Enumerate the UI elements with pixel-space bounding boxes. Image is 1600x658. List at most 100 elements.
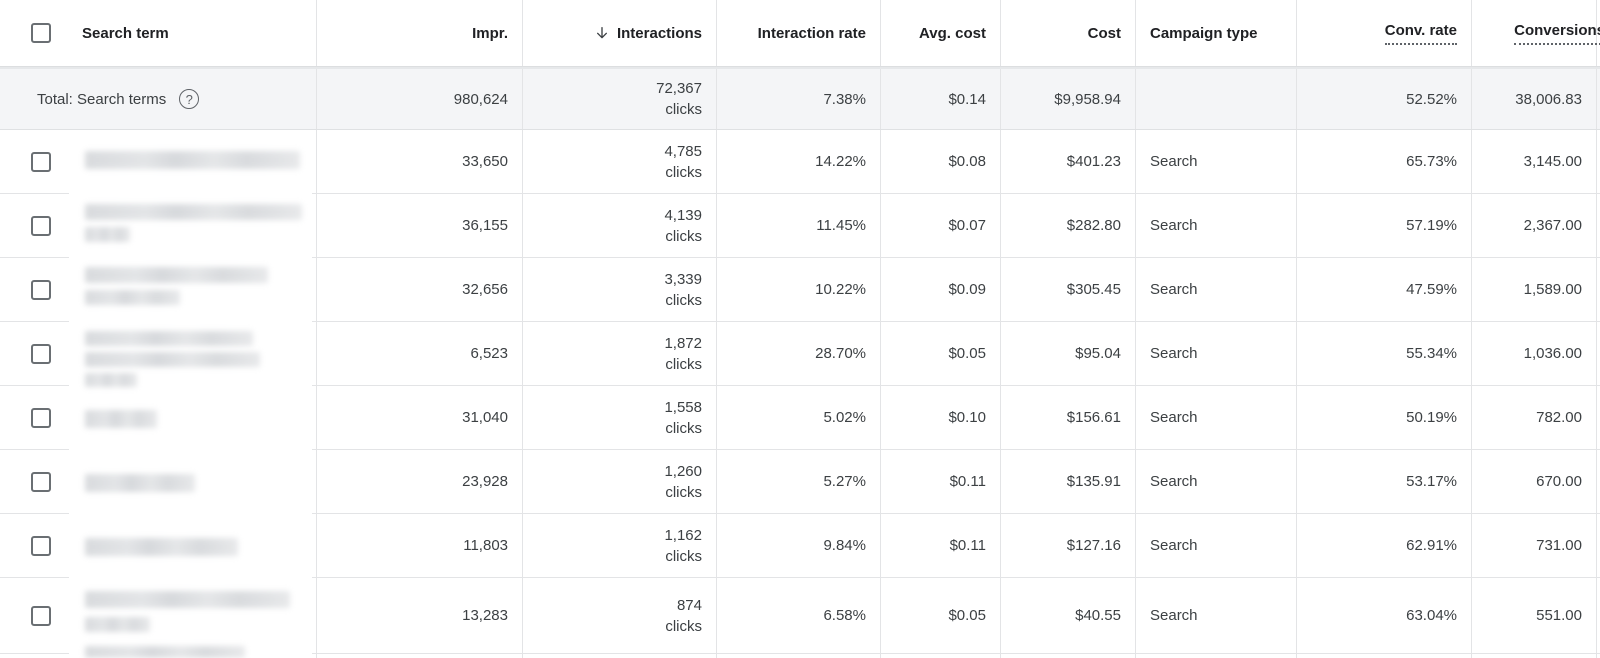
cell-search-term	[0, 130, 317, 193]
cell-interaction-rate: 5.27%	[717, 450, 881, 513]
question-mark-icon[interactable]: ?	[179, 89, 200, 109]
cell-conv-rate	[1297, 654, 1472, 658]
row-checkbox[interactable]	[31, 605, 51, 626]
row-checkbox[interactable]	[31, 407, 51, 428]
redacted-search-term	[85, 538, 238, 556]
cell-avg-cost	[881, 654, 1001, 658]
cell-interactions: 3,339 clicks	[523, 258, 717, 321]
cell-avg-cost: $0.08	[881, 130, 1001, 193]
cell-conversions: 2,367.00	[1472, 194, 1597, 257]
cell-search-term	[0, 450, 317, 513]
redacted-search-term	[85, 617, 150, 632]
cell-cost: $135.91	[1001, 450, 1136, 513]
cell-interaction-rate: 6.58%	[717, 578, 881, 653]
cell-impressions: 23,928	[317, 450, 523, 513]
cell-conv-rate: 57.19%	[1297, 194, 1472, 257]
cell-search-term	[0, 578, 317, 653]
cell-conversions: 731.00	[1472, 514, 1597, 577]
cell-total-interaction-rate: 7.38%	[717, 69, 881, 129]
cell-interaction-rate: 14.22%	[717, 130, 881, 193]
cell-total-conversions: 38,006.83	[1472, 69, 1597, 129]
cell-cost: $156.61	[1001, 386, 1136, 449]
cell-interaction-rate: 10.22%	[717, 258, 881, 321]
cell-total-campaign-type	[1136, 69, 1297, 129]
cell-conversions: 670.00	[1472, 450, 1597, 513]
cell-impressions: 36,155	[317, 194, 523, 257]
cell-interactions: 1,260 clicks	[523, 450, 717, 513]
column-header-campaign-type[interactable]: Campaign type	[1136, 0, 1297, 66]
cell-total-impressions: 980,624	[317, 69, 523, 129]
cell-interactions: 1,872 clicks	[523, 322, 717, 385]
redacted-search-term	[85, 267, 268, 283]
redacted-search-term	[85, 410, 157, 428]
cell-impressions: 6,523	[317, 322, 523, 385]
cell-interactions: 1,162 clicks	[523, 514, 717, 577]
redacted-search-terms-band	[69, 130, 312, 658]
column-header-conversions[interactable]: Conversions	[1472, 0, 1600, 66]
redacted-search-term	[85, 646, 245, 658]
column-header-avg-cost[interactable]: Avg. cost	[881, 0, 1001, 66]
cell-search-term	[0, 386, 317, 449]
cell-conv-rate: 53.17%	[1297, 450, 1472, 513]
cell-campaign-type: Search	[1136, 130, 1297, 193]
redacted-search-term	[85, 591, 290, 608]
cell-cost: $305.45	[1001, 258, 1136, 321]
cell-cost: $282.80	[1001, 194, 1136, 257]
cell-conv-rate: 50.19%	[1297, 386, 1472, 449]
row-checkbox[interactable]	[31, 343, 51, 364]
cell-conversions: 551.00	[1472, 578, 1597, 653]
cell-conversions: 1,589.00	[1472, 258, 1597, 321]
cell-cost: $40.55	[1001, 578, 1136, 653]
row-checkbox[interactable]	[31, 535, 51, 556]
redacted-search-term	[85, 352, 260, 367]
sort-descending-icon	[594, 25, 610, 41]
cell-cost	[1001, 654, 1136, 658]
cell-search-term	[0, 514, 317, 577]
cell-conv-rate: 62.91%	[1297, 514, 1472, 577]
cell-campaign-type: Search	[1136, 578, 1297, 653]
cell-conv-rate: 65.73%	[1297, 130, 1472, 193]
cell-avg-cost: $0.09	[881, 258, 1001, 321]
cell-campaign-type	[1136, 654, 1297, 658]
column-header-interactions[interactable]: Interactions	[523, 0, 717, 66]
cell-total-cost: $9,958.94	[1001, 69, 1136, 129]
cell-campaign-type: Search	[1136, 194, 1297, 257]
cell-interactions: 4,785 clicks	[523, 130, 717, 193]
cell-total-conv-rate: 52.52%	[1297, 69, 1472, 129]
cell-total-avg-cost: $0.14	[881, 69, 1001, 129]
column-header-search-term[interactable]: Search term	[0, 0, 317, 66]
cell-avg-cost: $0.10	[881, 386, 1001, 449]
column-header-interaction-rate[interactable]: Interaction rate	[717, 0, 881, 66]
cell-search-term	[0, 194, 317, 257]
cell-interaction-rate: 5.02%	[717, 386, 881, 449]
select-all-checkbox[interactable]	[31, 23, 51, 43]
total-row: Total: Search terms ? 980,624 72,367 cli…	[0, 67, 1600, 130]
cell-interaction-rate: 11.45%	[717, 194, 881, 257]
cell-avg-cost: $0.11	[881, 450, 1001, 513]
table-header: Search term Impr. Interactions Interacti…	[0, 0, 1600, 67]
cell-search-term	[0, 654, 317, 658]
column-header-impressions[interactable]: Impr.	[317, 0, 523, 66]
cell-avg-cost: $0.11	[881, 514, 1001, 577]
cell-conv-rate: 63.04%	[1297, 578, 1472, 653]
cell-avg-cost: $0.05	[881, 578, 1001, 653]
cell-total-interactions: 72,367 clicks	[523, 69, 717, 129]
row-checkbox[interactable]	[31, 279, 51, 300]
row-checkbox[interactable]	[31, 215, 51, 236]
cell-interaction-rate	[717, 654, 881, 658]
cell-campaign-type: Search	[1136, 322, 1297, 385]
row-checkbox[interactable]	[31, 151, 51, 172]
cell-cost: $401.23	[1001, 130, 1136, 193]
row-checkbox[interactable]	[31, 471, 51, 492]
redacted-search-term	[85, 204, 302, 220]
cell-conversions: 782.00	[1472, 386, 1597, 449]
column-header-conv-rate[interactable]: Conv. rate	[1297, 0, 1472, 66]
cell-avg-cost: $0.07	[881, 194, 1001, 257]
column-header-cost[interactable]: Cost	[1001, 0, 1136, 66]
cell-avg-cost: $0.05	[881, 322, 1001, 385]
cell-search-term	[0, 322, 317, 385]
cell-interactions	[523, 654, 717, 658]
redacted-search-term	[85, 227, 130, 242]
redacted-search-term	[85, 474, 195, 492]
cell-campaign-type: Search	[1136, 514, 1297, 577]
